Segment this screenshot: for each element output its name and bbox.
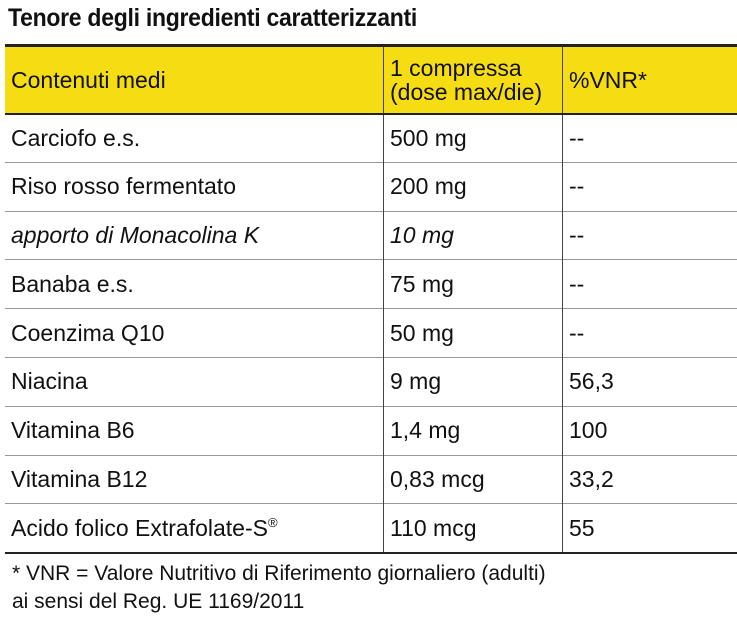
ingredient-name: apporto di Monacolina K <box>11 221 260 248</box>
ingredient-name: Banaba e.s. <box>11 270 134 297</box>
table-row: Vitamina B6 1,4 mg 100 <box>5 406 737 456</box>
footnote: * VNR = Valore Nutritivo di Riferimento … <box>12 560 546 616</box>
table-body: Carciofo e.s. 500 mg -- Riso rosso ferme… <box>5 113 737 553</box>
ingredient-amount: 75 mg <box>383 259 563 309</box>
footnote-line-2: ai sensi del Reg. UE 1169/2011 <box>12 590 305 613</box>
ingredient-vnr: 56,3 <box>562 357 737 407</box>
ingredient-vnr: -- <box>562 259 737 309</box>
table-header: Contenuti medi 1 compressa (dose max/die… <box>5 45 737 114</box>
ingredient-amount: 10 mg <box>383 211 563 260</box>
table-row: Coenzima Q10 50 mg -- <box>5 308 737 358</box>
ingredient-amount: 200 mg <box>383 162 563 212</box>
table-row: Riso rosso fermentato 200 mg -- <box>5 162 737 212</box>
ingredient-name-cell: Acido folico Extrafolate-S® <box>5 504 384 553</box>
ingredient-name: Coenzima Q10 <box>11 319 165 346</box>
ingredient-name: Acido folico Extrafolate-S <box>11 514 268 541</box>
ingredient-name: Vitamina B6 <box>11 417 135 444</box>
table-row: Acido folico Extrafolate-S® 110 mcg 55 <box>5 503 737 553</box>
ingredient-name: Niacina <box>11 368 88 395</box>
ingredient-vnr: 100 <box>562 406 737 456</box>
ingredient-vnr: -- <box>562 113 737 163</box>
ingredient-amount: 50 mg <box>383 308 563 358</box>
table-row: Carciofo e.s. 500 mg -- <box>5 113 737 163</box>
header-dose-line2: (dose max/die) <box>390 78 543 105</box>
ingredient-amount: 1,4 mg <box>383 406 563 456</box>
registered-mark: ® <box>267 514 278 530</box>
ingredient-amount: 9 mg <box>383 357 563 407</box>
ingredient-amount: 110 mcg <box>383 503 563 553</box>
ingredient-vnr: -- <box>562 162 737 212</box>
header-dose: 1 compressa (dose max/die) <box>383 45 563 114</box>
ingredients-table: Contenuti medi 1 compressa (dose max/die… <box>5 44 737 554</box>
header-vnr: %VNR* <box>562 45 737 114</box>
ingredient-name: Riso rosso fermentato <box>11 173 236 200</box>
page-title: Tenore degli ingredienti caratterizzanti <box>8 4 418 32</box>
footnote-line-1: * VNR = Valore Nutritivo di Riferimento … <box>12 562 546 585</box>
ingredient-amount: 0,83 mcg <box>383 455 563 504</box>
table-row: Vitamina B12 0,83 mcg 33,2 <box>5 455 737 504</box>
header-dose-line1: 1 compressa <box>390 54 522 81</box>
header-row: Contenuti medi 1 compressa (dose max/die… <box>5 45 737 114</box>
ingredient-name: Vitamina B12 <box>11 465 148 492</box>
ingredient-name: Carciofo e.s. <box>11 124 141 151</box>
ingredient-vnr: -- <box>562 308 737 358</box>
table-row: apporto di Monacolina K 10 mg -- <box>5 211 737 260</box>
ingredient-vnr: 33,2 <box>562 455 737 504</box>
table-row: Banaba e.s. 75 mg -- <box>5 259 737 309</box>
ingredient-vnr: 55 <box>562 503 737 553</box>
table-row: Niacina 9 mg 56,3 <box>5 357 737 407</box>
ingredient-amount: 500 mg <box>383 113 563 163</box>
header-contenuti: Contenuti medi <box>11 66 166 93</box>
ingredient-vnr: -- <box>562 211 737 260</box>
